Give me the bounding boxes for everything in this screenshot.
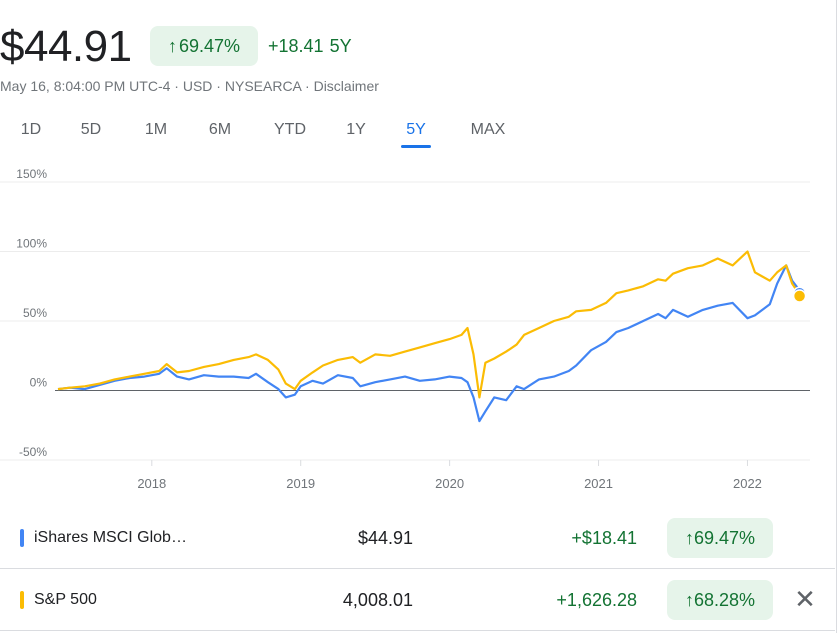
end-marker-sp500 xyxy=(792,289,807,303)
series-color-swatch xyxy=(20,529,24,547)
arrow-up-icon: ↑ xyxy=(684,590,694,610)
comparison-price: 4,008.01 xyxy=(342,590,413,610)
comparison-change: +$18.41 xyxy=(571,528,637,548)
quote-currency: USD xyxy=(182,78,213,94)
series-line-ishares xyxy=(57,264,801,423)
absolute-change-value: +18.41 xyxy=(268,36,324,56)
comparison-row-ishares[interactable]: iShares MSCI Glob… $44.91 +$18.41 ↑69.47… xyxy=(0,508,835,569)
comparison-percent-badge: ↑68.28% xyxy=(667,580,773,620)
change-period: 5Y xyxy=(329,36,352,56)
comparison-percent-value: 68.28% xyxy=(693,590,756,610)
disclaimer-link[interactable]: Disclaimer xyxy=(313,78,379,94)
x-tick-label: 2022 xyxy=(733,476,762,491)
remove-comparison-close-icon[interactable]: ✕ xyxy=(794,584,816,614)
y-tick-label: 0% xyxy=(30,376,48,390)
y-tick-label: 100% xyxy=(16,237,47,251)
quote-exchange: NYSEARCA xyxy=(224,78,302,94)
comparison-change: +1,626.28 xyxy=(556,590,637,610)
range-tab-max[interactable]: MAX xyxy=(470,121,506,138)
y-tick-label: -50% xyxy=(19,445,47,459)
quote-meta: May 16, 8:04:00 PM UTC-4 · USD · NYSEARC… xyxy=(0,78,379,94)
comparison-name: iShares MSCI Glob… xyxy=(34,529,187,546)
range-tab-1m[interactable]: 1M xyxy=(144,121,168,138)
range-tab-6m[interactable]: 6M xyxy=(208,121,232,138)
series-line-sp500 xyxy=(57,250,801,399)
percent-change-badge: ↑ 69.47% xyxy=(150,26,258,66)
percent-change-value: 69.47% xyxy=(178,36,241,56)
x-tick-label: 2020 xyxy=(435,476,464,491)
comparison-row-sp500[interactable]: S&P 500 4,008.01 +1,626.28 ↑68.28% ✕ xyxy=(0,570,835,631)
comparison-price: $44.91 xyxy=(357,528,413,548)
arrow-up-icon: ↑ xyxy=(684,528,694,548)
comparison-name: S&P 500 xyxy=(34,591,97,608)
performance-chart: 150% 100% 50% 0% -50% 2018 2019 2020 2021 2022 xyxy=(0,168,810,491)
range-tab-1d[interactable]: 1D xyxy=(20,121,42,138)
range-tab-ytd[interactable]: YTD xyxy=(274,121,306,138)
y-tick-label: 50% xyxy=(23,306,47,320)
range-tab-5d[interactable]: 5D xyxy=(80,121,102,138)
range-tab-1y[interactable]: 1Y xyxy=(346,121,366,138)
series-color-swatch xyxy=(20,591,24,609)
current-price: $44.91 xyxy=(0,22,132,71)
absolute-change: +18.41 5Y xyxy=(268,26,358,66)
comparison-percent-badge: ↑69.47% xyxy=(667,518,773,558)
x-tick-label: 2018 xyxy=(137,476,166,491)
comparison-percent-value: 69.47% xyxy=(693,528,756,548)
x-tick-label: 2021 xyxy=(584,476,613,491)
x-tick-label: 2019 xyxy=(286,476,315,491)
panel-border xyxy=(836,0,837,633)
y-tick-label: 150% xyxy=(16,168,47,181)
range-tab-5y[interactable]: 5Y xyxy=(401,116,431,148)
arrow-up-icon: ↑ xyxy=(167,36,177,56)
quote-timestamp: May 16, 8:04:00 PM UTC-4 xyxy=(0,78,171,94)
